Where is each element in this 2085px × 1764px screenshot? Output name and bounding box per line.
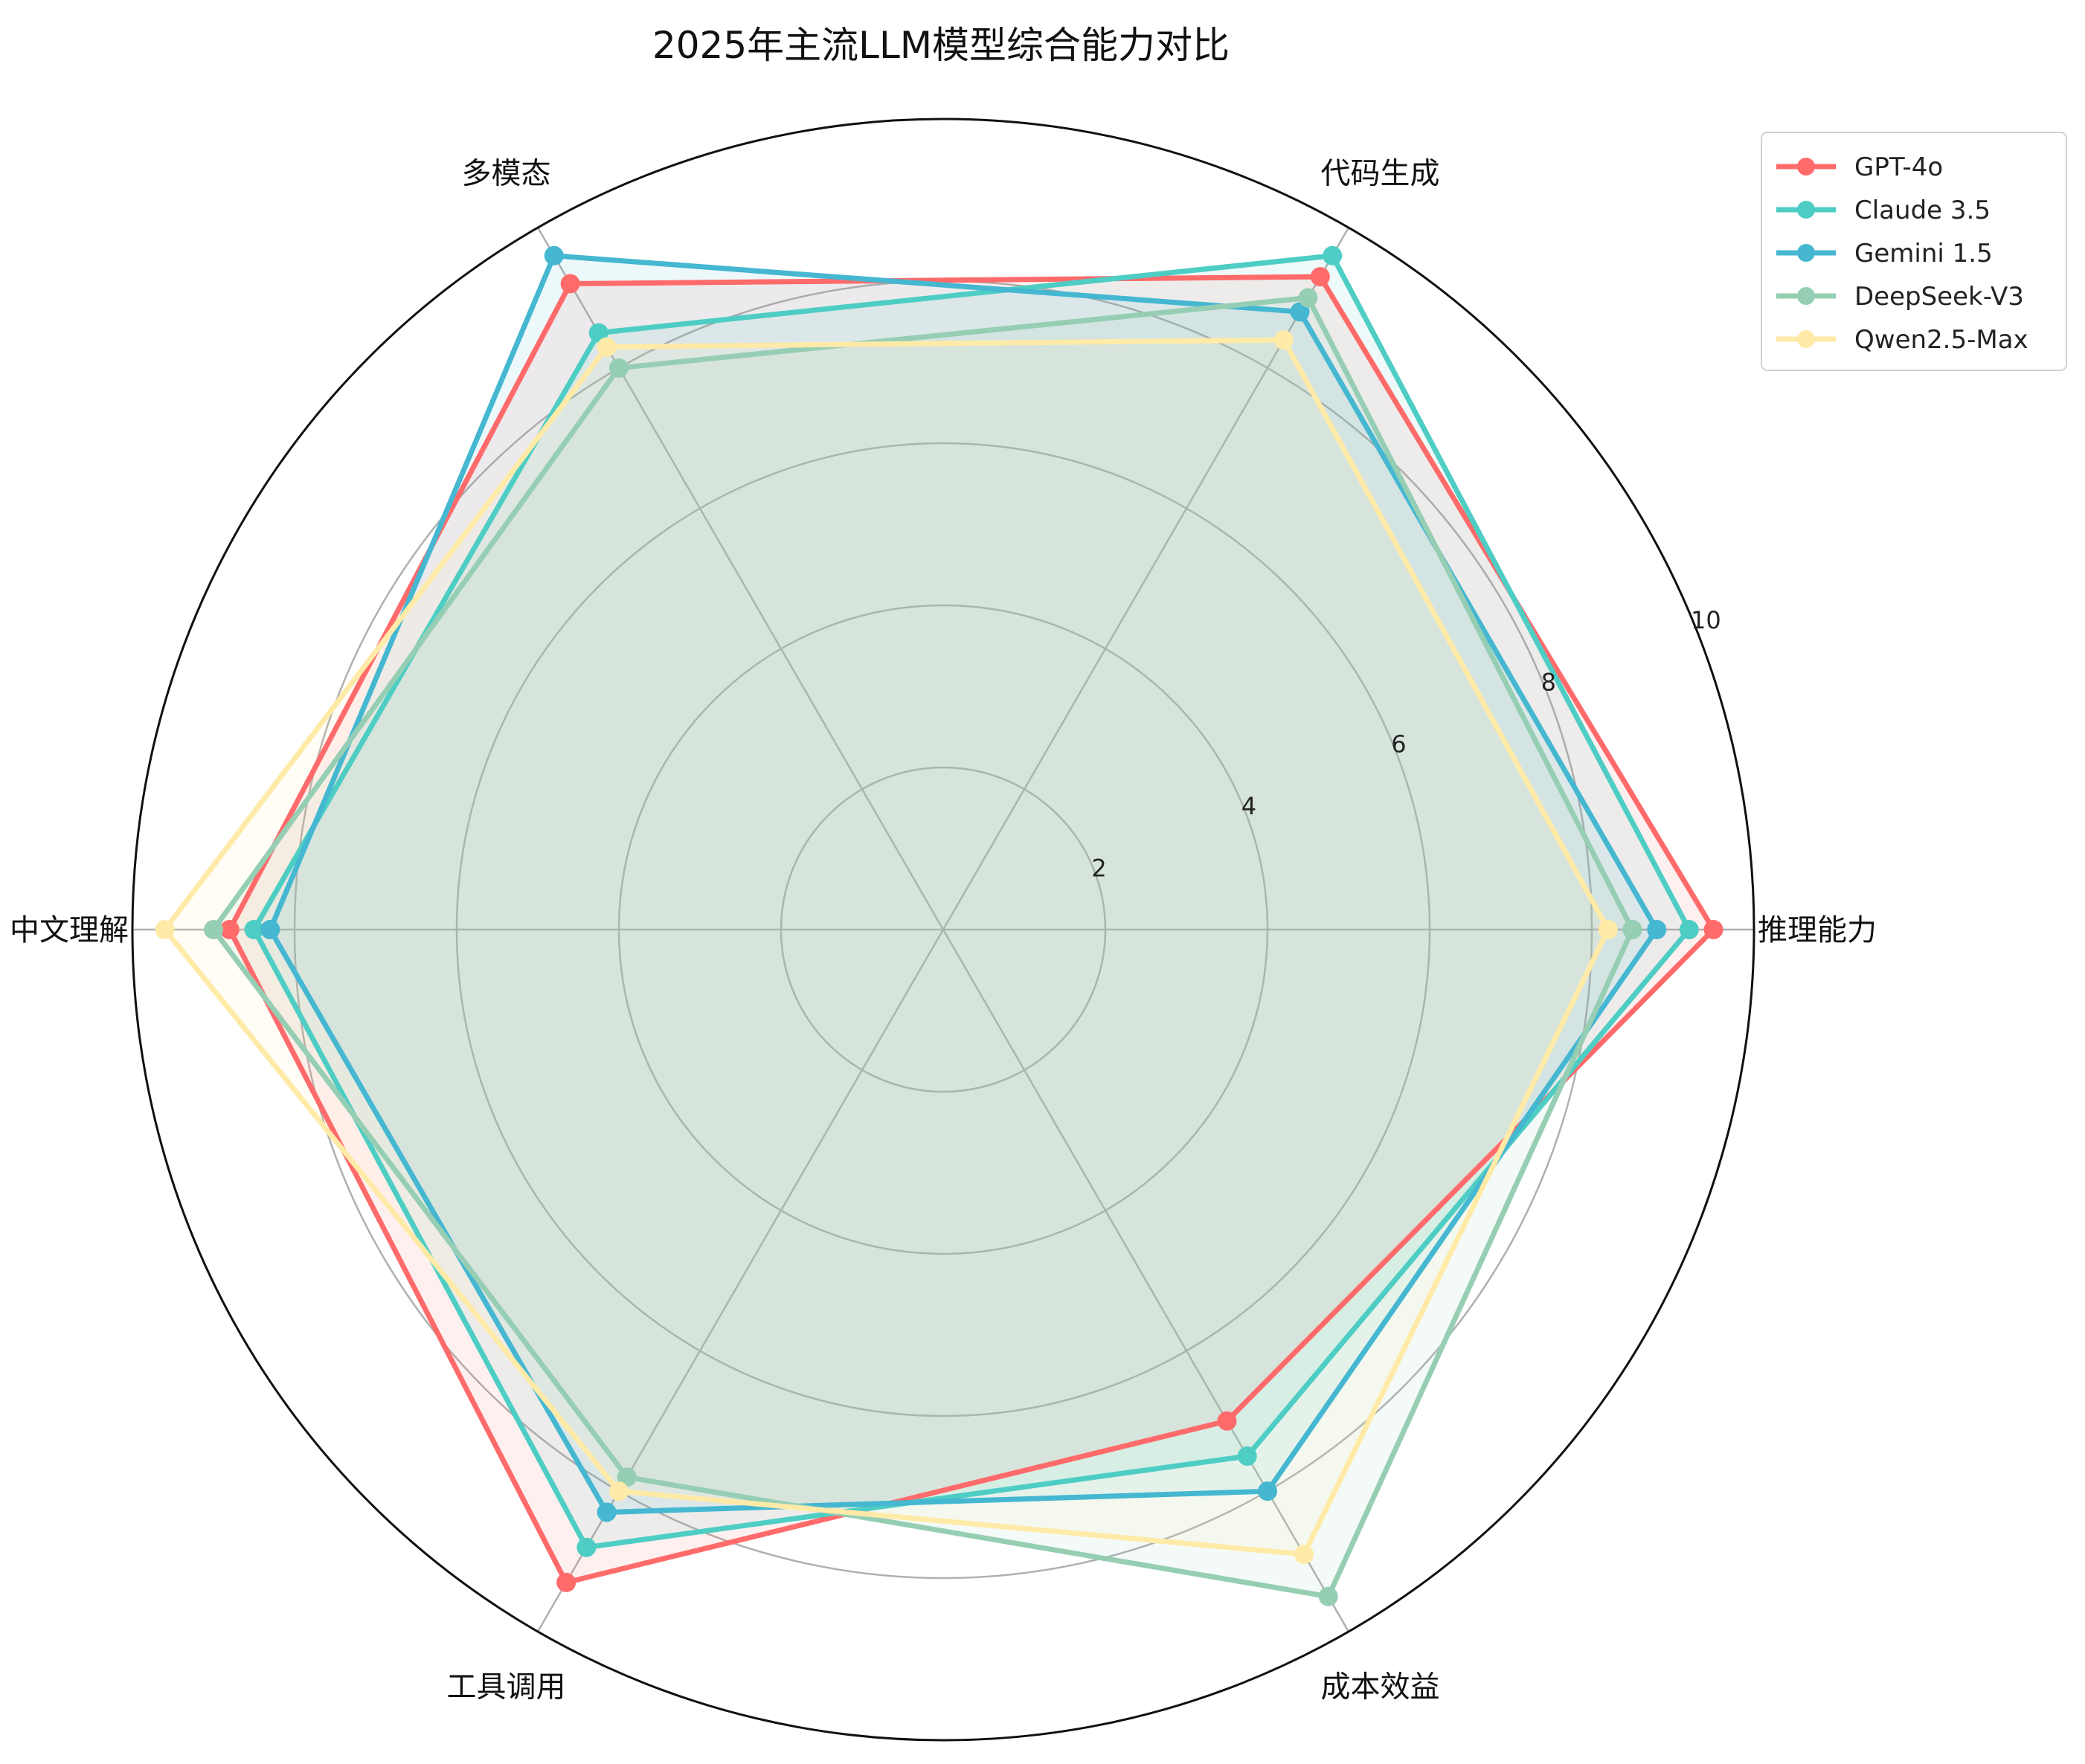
- legend: GPT-4o Claude 3.5 Gemini 1.5 DeepSeek-V3 Qwe…: [1761, 132, 2067, 371]
- data-point: [1310, 267, 1330, 287]
- data-point: [1679, 920, 1699, 939]
- series-area: [229, 277, 1714, 1583]
- data-point: [609, 1481, 629, 1501]
- data-point: [1622, 920, 1642, 939]
- data-point: [544, 245, 564, 265]
- data-point: [1290, 302, 1310, 322]
- data-point: [1323, 245, 1343, 265]
- data-point: [1273, 330, 1294, 350]
- legend-entry-label: GPT-4o: [1854, 152, 1943, 182]
- data-point: [1703, 920, 1723, 939]
- data-point: [204, 920, 223, 939]
- axis-label: 代码生成: [1321, 156, 1440, 190]
- outer-frame: [131, 118, 1755, 1742]
- legend-entry-label: Gemini 1.5: [1854, 239, 1993, 268]
- spoke-line: [942, 929, 1350, 1632]
- radial-tick-label: 6: [1391, 730, 1406, 759]
- data-point: [1237, 1446, 1257, 1466]
- axis-label: 工具调用: [447, 1670, 566, 1705]
- legend-swatch-marker: [1797, 287, 1815, 305]
- radial-tick-label: 8: [1541, 668, 1556, 696]
- legend-entry-label: Qwen2.5-Max: [1854, 325, 2028, 355]
- data-point: [1294, 1545, 1314, 1565]
- data-point: [576, 1537, 597, 1557]
- data-point: [597, 337, 617, 357]
- series-area: [164, 340, 1608, 1555]
- data-point: [155, 920, 175, 939]
- data-point: [260, 920, 280, 939]
- radial-tick-label: 2: [1091, 854, 1106, 883]
- series-area: [270, 255, 1657, 1513]
- chart-title: 2025年主流LLM模型综合能力对比: [652, 24, 1230, 67]
- series-area: [254, 255, 1689, 1548]
- data-point: [597, 1502, 617, 1522]
- axis-label: 多模态: [462, 156, 551, 190]
- axis-label: 成本效益: [1321, 1670, 1440, 1705]
- data-point: [1647, 920, 1667, 939]
- data-point: [219, 920, 240, 939]
- data-point: [588, 323, 608, 343]
- legend-entry-label: DeepSeek-V3: [1854, 282, 2024, 312]
- data-point: [556, 1572, 576, 1592]
- legend-frame: [1761, 132, 2067, 371]
- series-layer: [155, 245, 1723, 1606]
- data-point: [560, 274, 580, 294]
- data-point: [609, 358, 629, 378]
- legend-swatch-marker: [1797, 158, 1815, 176]
- axis-label: 推理能力: [1758, 913, 1877, 947]
- series-area: [213, 297, 1633, 1597]
- data-point: [1258, 1481, 1277, 1501]
- legend-swatch-marker: [1797, 330, 1815, 348]
- axis-label: 中文理解: [10, 913, 129, 947]
- data-point: [1217, 1411, 1237, 1431]
- data-point: [617, 1467, 637, 1487]
- radial-tick-label: 4: [1241, 792, 1256, 820]
- legend-entry-label: Claude 3.5: [1854, 196, 1991, 225]
- data-point: [244, 920, 264, 939]
- legend-swatch-marker: [1797, 244, 1815, 262]
- radial-tick-label: 10: [1691, 606, 1721, 634]
- data-point: [1318, 1586, 1338, 1606]
- data-point: [1598, 920, 1618, 939]
- data-point: [1298, 288, 1318, 308]
- legend-swatch-marker: [1797, 201, 1815, 219]
